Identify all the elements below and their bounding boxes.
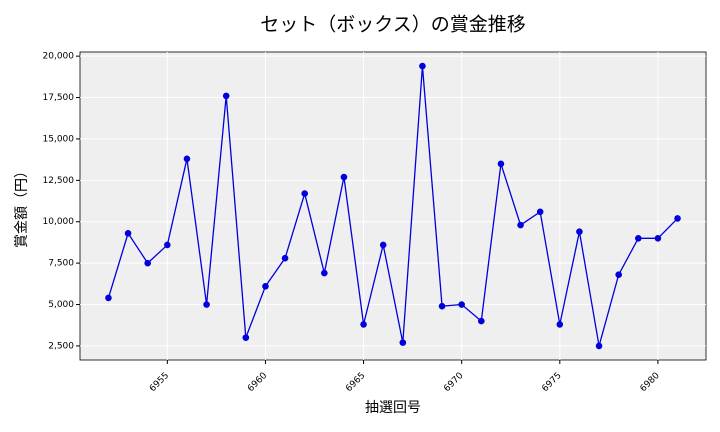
point bbox=[556, 321, 564, 328]
point bbox=[615, 271, 622, 279]
point bbox=[340, 173, 348, 181]
chart-title: セット（ボックス）の賞金推移 bbox=[260, 14, 525, 36]
point bbox=[360, 321, 367, 328]
point bbox=[164, 241, 171, 249]
point bbox=[654, 234, 662, 242]
point bbox=[301, 190, 308, 197]
point bbox=[517, 221, 524, 229]
y-tick-label: 7,500 bbox=[48, 259, 74, 269]
point bbox=[399, 339, 407, 346]
marks bbox=[105, 62, 681, 350]
point bbox=[634, 234, 642, 242]
point bbox=[419, 62, 426, 70]
x-tick-label: 6970 bbox=[442, 371, 465, 394]
point bbox=[105, 294, 112, 302]
point bbox=[478, 317, 485, 325]
point bbox=[379, 241, 387, 249]
point bbox=[242, 334, 250, 341]
y-tick-label: 12,500 bbox=[43, 176, 75, 186]
y-tick-label: 20,000 bbox=[43, 52, 75, 62]
point bbox=[576, 228, 583, 235]
point bbox=[321, 269, 328, 277]
x-tick-label: 6965 bbox=[344, 371, 367, 394]
y-axis-label: 賞金額（円） bbox=[14, 164, 30, 248]
point bbox=[124, 230, 132, 237]
point bbox=[281, 254, 289, 262]
y-tick-label: 5,000 bbox=[48, 300, 74, 310]
y-tick-label: 15,000 bbox=[43, 134, 75, 144]
y-tick-label: 10,000 bbox=[43, 217, 75, 227]
x-axis-label: 抽選回号 bbox=[365, 400, 421, 416]
point bbox=[144, 259, 152, 267]
y-tick-label: 17,500 bbox=[43, 93, 75, 103]
point bbox=[497, 160, 505, 168]
line bbox=[107, 66, 679, 347]
x-tick-label: 6975 bbox=[540, 371, 563, 394]
plot-area bbox=[79, 51, 707, 361]
point bbox=[458, 301, 465, 308]
point bbox=[222, 92, 230, 100]
x-tick-label: 6980 bbox=[639, 371, 662, 394]
point bbox=[595, 342, 603, 350]
grid: 2,500 5,000 7,500 10,000 12,500 15,000 17,500 2… bbox=[43, 52, 706, 394]
y-tick-label: 2,500 bbox=[48, 341, 74, 351]
point bbox=[262, 283, 269, 290]
point bbox=[203, 301, 210, 308]
point bbox=[438, 302, 446, 310]
x-tick-label: 6955 bbox=[148, 371, 171, 394]
point bbox=[674, 215, 681, 222]
x-tick-label: 6960 bbox=[246, 371, 269, 394]
point bbox=[183, 155, 191, 163]
point bbox=[536, 208, 544, 216]
